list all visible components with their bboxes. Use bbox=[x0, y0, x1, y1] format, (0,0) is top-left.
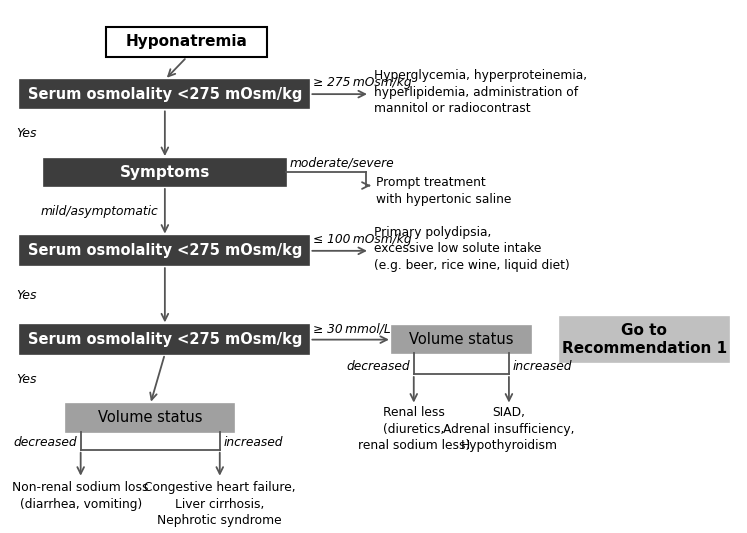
Text: ≥ 275 mOsm/kg: ≥ 275 mOsm/kg bbox=[313, 76, 412, 89]
Text: Yes: Yes bbox=[16, 127, 37, 140]
Text: Go to
Recommendation 1: Go to Recommendation 1 bbox=[562, 324, 727, 356]
Text: Hyperglycemia, hyperproteinemia,
hyperlipidemia, administration of
mannitol or r: Hyperglycemia, hyperproteinemia, hyperli… bbox=[374, 69, 586, 115]
Text: Volume status: Volume status bbox=[409, 332, 514, 347]
Text: Serum osmolality <275 mOsm/kg: Serum osmolality <275 mOsm/kg bbox=[28, 244, 302, 259]
Text: Non-renal sodium loss
(diarrhea, vomiting): Non-renal sodium loss (diarrhea, vomitin… bbox=[13, 481, 149, 511]
FancyBboxPatch shape bbox=[20, 80, 309, 109]
FancyBboxPatch shape bbox=[106, 27, 267, 57]
FancyBboxPatch shape bbox=[66, 405, 235, 432]
Text: ≤ 100 mOsm/kg: ≤ 100 mOsm/kg bbox=[313, 233, 412, 246]
Text: Renal less
(diuretics,
renal sodium less): Renal less (diuretics, renal sodium less… bbox=[358, 407, 470, 453]
FancyBboxPatch shape bbox=[392, 326, 531, 353]
Text: increased: increased bbox=[223, 435, 283, 448]
FancyBboxPatch shape bbox=[20, 237, 309, 265]
Text: moderate/severe: moderate/severe bbox=[289, 157, 394, 169]
Text: SIAD,
Adrenal insufficiency,
Hypothyroidism: SIAD, Adrenal insufficiency, Hypothyroid… bbox=[443, 407, 574, 453]
Text: Prompt treatment
with hypertonic saline: Prompt treatment with hypertonic saline bbox=[376, 176, 512, 206]
Text: Hyponatremia: Hyponatremia bbox=[126, 35, 248, 50]
Text: ≥ 30 mmol/L: ≥ 30 mmol/L bbox=[313, 322, 391, 336]
FancyBboxPatch shape bbox=[20, 325, 309, 354]
FancyBboxPatch shape bbox=[44, 159, 285, 186]
Text: Yes: Yes bbox=[16, 373, 37, 386]
Text: Primary polydipsia,
excessive low solute intake
(e.g. beer, rice wine, liquid di: Primary polydipsia, excessive low solute… bbox=[374, 226, 569, 272]
Text: Yes: Yes bbox=[16, 289, 37, 302]
Text: Serum osmolality <275 mOsm/kg: Serum osmolality <275 mOsm/kg bbox=[28, 87, 302, 102]
Text: decreased: decreased bbox=[13, 435, 77, 448]
Text: Volume status: Volume status bbox=[98, 410, 202, 425]
FancyBboxPatch shape bbox=[560, 318, 728, 362]
Text: Serum osmolality <275 mOsm/kg: Serum osmolality <275 mOsm/kg bbox=[28, 332, 302, 347]
Text: mild/asymptomatic: mild/asymptomatic bbox=[40, 205, 158, 218]
Text: Symptoms: Symptoms bbox=[120, 165, 210, 180]
Text: Congestive heart failure,
Liver cirrhosis,
Nephrotic syndrome: Congestive heart failure, Liver cirrhosi… bbox=[144, 481, 296, 527]
Text: increased: increased bbox=[512, 360, 572, 373]
Text: decreased: decreased bbox=[347, 360, 410, 373]
